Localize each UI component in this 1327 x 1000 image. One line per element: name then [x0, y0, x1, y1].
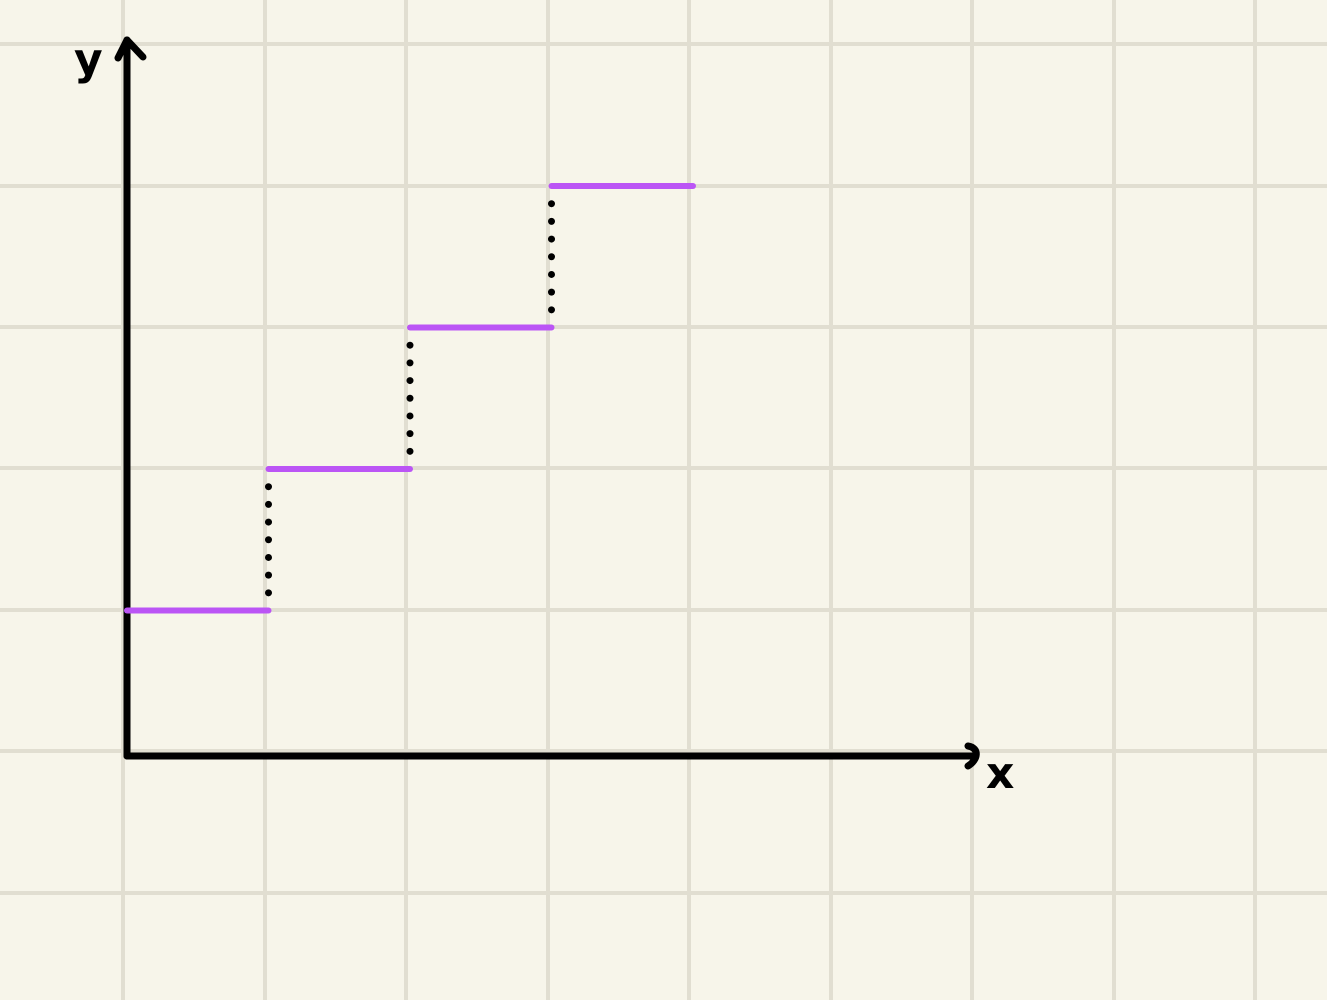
connector-dot [265, 553, 272, 561]
connector-dot [548, 270, 555, 278]
connector-dot [406, 447, 414, 455]
connector-dot [548, 217, 555, 225]
y-axis-arrowhead [114, 36, 147, 62]
connector-dot [548, 253, 555, 261]
connector-dot [548, 200, 555, 208]
connector-dot [406, 412, 414, 420]
step-segments [124, 183, 696, 614]
connector-dot [406, 341, 414, 349]
connector-dot [548, 306, 555, 314]
connector-dot [265, 483, 272, 491]
connector-dot [265, 518, 272, 526]
connector-dot [265, 536, 272, 544]
connector-dot [265, 500, 272, 508]
axes: x y [74, 34, 1014, 799]
connector-dot [548, 288, 555, 296]
x-axis-label: x [986, 748, 1014, 799]
connector-dot [548, 235, 555, 243]
connector-dot [406, 394, 414, 402]
y-axis-label: y [74, 34, 103, 85]
connector-dot [406, 377, 414, 385]
dotted-connectors [265, 200, 555, 597]
connector-dot [406, 359, 414, 367]
x-axis-arrowhead [964, 742, 980, 770]
connector-dot [406, 430, 414, 438]
connector-dot [265, 589, 272, 597]
connector-dot [265, 571, 272, 579]
